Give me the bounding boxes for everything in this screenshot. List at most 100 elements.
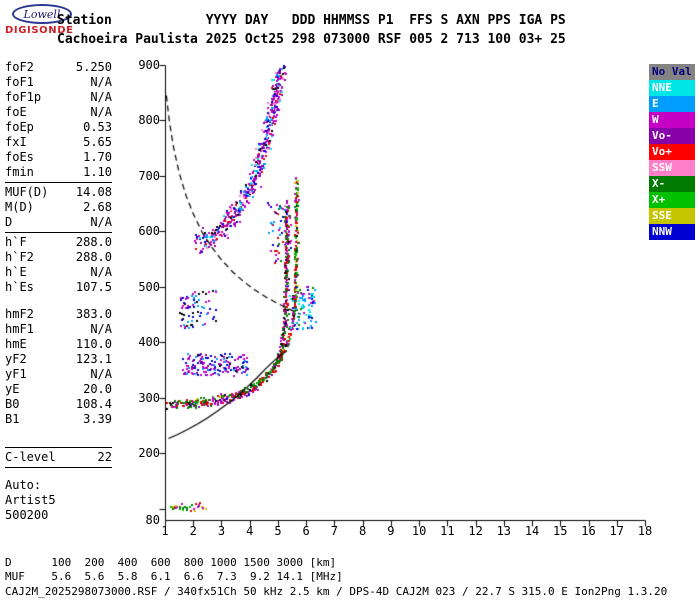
readout-row: 500200 [5,508,112,523]
readout-row: M(D) 2.68 [5,200,112,215]
readout-label: foF1p [5,90,42,104]
legend-item-sse: SSE [649,208,695,224]
readout-row: hmF2 383.0 [5,307,112,322]
readout-value: 108.4 [75,397,112,411]
header-column-labels: Station YYYY DAY DDD HHMMSS P1 FFS S AXN… [57,13,566,28]
readout-value: N/A [90,105,112,119]
readout-row: foF2 5.250 [5,60,112,75]
readout-value: 1.10 [83,165,112,179]
readout-row: h`F 288.0 [5,235,112,250]
readout-divider [5,447,112,448]
readout-label: C-level [5,450,56,464]
legend-item-vo-: Vo- [649,128,695,144]
readout-row: hmF1 N/A [5,322,112,337]
readout-value: 1.70 [83,150,112,164]
legend-item-ssw: SSW [649,160,695,176]
parameter-readout-panel: foF2 5.250 foF1 N/A foF1p N/A foE N/A foEp 0.53 fx… [5,60,112,523]
readout-label: fxI [5,135,27,149]
readout-row: D N/A [5,215,112,230]
readout-label: foE [5,105,27,119]
readout-row: Auto: [5,478,112,493]
readout-value: 123.1 [75,352,112,366]
readout-label: M(D) [5,200,34,214]
readout-row: C-level 22 [5,450,112,465]
legend-item-x+: X+ [649,192,695,208]
legend-item-e: E [649,96,695,112]
readout-label: Auto: [5,478,42,492]
readout-value: N/A [90,75,112,89]
readout-row: yF1 N/A [5,367,112,382]
readout-label: foEp [5,120,34,134]
readout-divider [5,232,112,233]
readout-label: 500200 [5,508,49,522]
readout-value: 5.250 [75,60,112,74]
legend-item-no-val: No Val [649,64,695,80]
lowell-logo-oval: Lowell [12,4,72,24]
readout-label: fmin [5,165,34,179]
readout-value: 22 [97,450,112,464]
readout-label: h`Es [5,280,34,294]
readout-row: h`E N/A [5,265,112,280]
readout-row: fmin 1.10 [5,165,112,180]
readout-value: 2.68 [83,200,112,214]
readout-value: 107.5 [75,280,112,294]
readout-gap [5,295,112,307]
readout-label: h`F [5,235,27,249]
header-station-values: Cachoeira Paulista 2025 Oct25 298 073000… [57,32,566,47]
readout-label: yE [5,382,20,396]
legend-item-w: W [649,112,695,128]
muf-row: MUF 5.6 5.6 5.8 6.1 6.6 7.3 9.2 14.1 [MH… [5,570,343,583]
readout-label: h`E [5,265,27,279]
readout-label: foF2 [5,60,34,74]
readout-value: 383.0 [75,307,112,321]
readout-value: 288.0 [75,250,112,264]
readout-value: 20.0 [83,382,112,396]
readout-label: foEs [5,150,34,164]
readout-row: h`F2 288.0 [5,250,112,265]
ionogram-canvas [155,60,655,530]
file-info-line: CAJ2M_2025298073000.RSF / 340fx51Ch 50 k… [5,585,668,598]
readout-value: N/A [90,367,112,381]
logo-lowell-text: Lowell [23,7,61,21]
readout-value: 14.08 [75,185,112,199]
logo-digisonde-text: DIGISONDE [5,25,74,36]
readout-value: 288.0 [75,235,112,249]
readout-value: 0.53 [83,120,112,134]
readout-value: 110.0 [75,337,112,351]
readout-value: N/A [90,265,112,279]
readout-row: MUF(D) 14.08 [5,185,112,200]
readout-row: foF1p N/A [5,90,112,105]
readout-label: D [5,215,13,229]
readout-label: hmF1 [5,322,34,336]
readout-row: h`Es 107.5 [5,280,112,295]
readout-label: yF2 [5,352,27,366]
readout-value: N/A [90,215,112,229]
readout-row: fxI 5.65 [5,135,112,150]
readout-label: h`F2 [5,250,34,264]
readout-gap [5,427,112,445]
readout-label: B0 [5,397,20,411]
readout-row: foE N/A [5,105,112,120]
readout-divider [5,467,112,468]
readout-row: foEp 0.53 [5,120,112,135]
legend-item-x-: X- [649,176,695,192]
legend-item-nnw: NNW [649,224,695,240]
readout-row: foF1 N/A [5,75,112,90]
readout-value: N/A [90,322,112,336]
readout-label: B1 [5,412,20,426]
readout-row: yF2 123.1 [5,352,112,367]
readout-row: yE 20.0 [5,382,112,397]
readout-gap [5,470,112,478]
readout-label: MUF(D) [5,185,49,199]
readout-row: B1 3.39 [5,412,112,427]
readout-label: Artist5 [5,493,56,507]
readout-row: Artist5 [5,493,112,508]
distance-row: D 100 200 400 600 800 1000 1500 3000 [km… [5,556,337,569]
readout-value: 5.65 [83,135,112,149]
readout-row: foEs 1.70 [5,150,112,165]
readout-divider [5,182,112,183]
readout-value: N/A [90,90,112,104]
readout-row: hmE 110.0 [5,337,112,352]
doppler-color-legend: No Val NNE E W Vo- Vo+ SSW X- X+ SSE NNW [649,64,695,240]
